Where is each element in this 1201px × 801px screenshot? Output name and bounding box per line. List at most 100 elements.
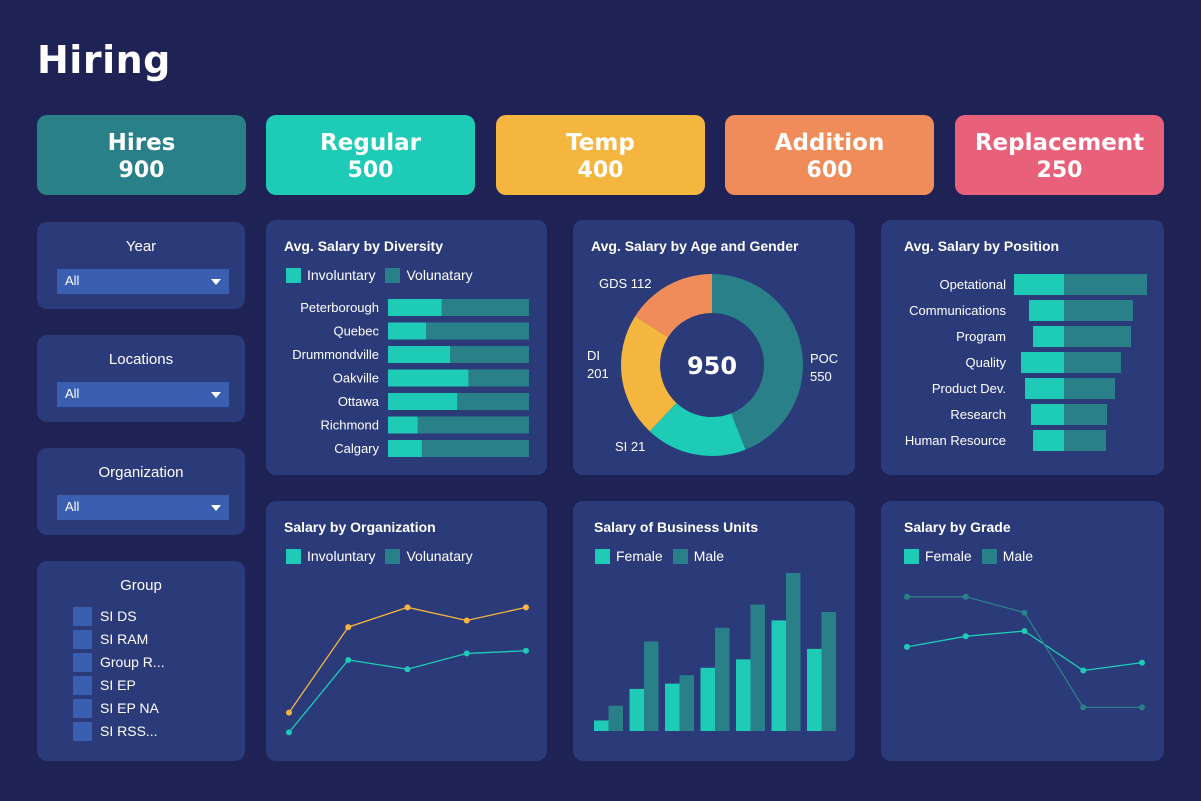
- chevron-down-icon: [211, 505, 221, 511]
- group-checkbox-item[interactable]: SI RSS...: [73, 721, 158, 741]
- bar-male: [679, 675, 694, 731]
- checkbox[interactable]: [73, 675, 92, 695]
- bar-male: [821, 611, 836, 731]
- locations-select[interactable]: All: [57, 382, 229, 407]
- data-point: [962, 633, 969, 640]
- data-point: [404, 604, 411, 611]
- legend-label: Male: [1002, 548, 1034, 564]
- bar-female: [594, 720, 609, 731]
- data-point: [523, 647, 529, 654]
- group-item-label: SI EP NA: [100, 700, 159, 716]
- donut-center-value: 950: [687, 352, 737, 380]
- donut-slice-gds: [635, 274, 712, 338]
- organization-chart-panel: Salary by Organization Involuntary Volun…: [266, 501, 547, 761]
- checkbox[interactable]: [73, 721, 92, 741]
- age-gender-chart-panel: Avg. Salary by Age and Gender 950 POC 550 S…: [573, 220, 855, 475]
- bar-teal: [1014, 274, 1064, 295]
- donut-slice-si: [649, 402, 746, 456]
- data-point: [1080, 667, 1087, 674]
- legend-swatch: [595, 548, 610, 564]
- group-item-label: SI EP: [100, 677, 136, 693]
- category-label: Communications: [909, 303, 1006, 318]
- checkbox[interactable]: [73, 606, 92, 626]
- checkbox[interactable]: [73, 629, 92, 649]
- bar-male: [644, 641, 659, 731]
- chart-legend: Involuntary Volunatary: [286, 548, 473, 564]
- bar-male: [786, 573, 801, 731]
- chevron-down-icon: [211, 392, 221, 398]
- category-label: Peterborough: [300, 300, 379, 315]
- bar-dark: [1064, 430, 1106, 451]
- bar-dark: [1064, 274, 1147, 295]
- organization-filter-label: Organization: [98, 464, 184, 481]
- legend-label: Volunatary: [406, 267, 473, 283]
- chart-title: Salary of Business Units: [594, 519, 759, 535]
- kpi-addition[interactable]: Addition 600: [725, 115, 934, 195]
- bar-teal: [1033, 430, 1064, 451]
- bar-male: [715, 627, 730, 731]
- bar-female: [629, 688, 644, 731]
- kpi-regular[interactable]: Regular 500: [266, 115, 475, 195]
- group-checkbox-item[interactable]: SI EP NA: [73, 698, 159, 718]
- donut-slice-di: [621, 316, 677, 432]
- organization-select[interactable]: All: [57, 495, 229, 520]
- diversity-bar-chart: Peterborough Quebec Drummondville Oakville O…: [292, 299, 529, 457]
- series-line-teal: [288, 650, 527, 733]
- bar-male: [750, 604, 765, 731]
- grade-chart-panel: Salary by Grade Female Male: [881, 501, 1164, 761]
- kpi-value: 600: [806, 158, 853, 183]
- grade-line-chart: [904, 593, 1145, 711]
- bar-teal: [1031, 404, 1064, 425]
- year-select-value: All: [65, 273, 80, 288]
- series-line-orange: [288, 606, 527, 714]
- data-point: [345, 657, 352, 663]
- bar-volunatary: [388, 416, 529, 434]
- bar-involuntary: [388, 440, 422, 457]
- bar-dark: [1064, 378, 1115, 399]
- age-gender-donut-chart: 950 POC 550 SI 21 DI 201 GDS 112: [587, 274, 838, 456]
- slice-label: DI: [587, 348, 600, 363]
- kpi-label: Temp: [566, 130, 635, 156]
- bar-male: [608, 705, 623, 731]
- kpi-label: Replacement: [974, 130, 1145, 156]
- kpi-value: 250: [1036, 158, 1083, 183]
- kpi-temp[interactable]: Temp 400: [496, 115, 705, 195]
- bar-involuntary: [388, 346, 451, 363]
- category-label: Richmond: [320, 418, 379, 433]
- chevron-down-icon: [211, 279, 221, 285]
- category-label: Research: [950, 407, 1006, 422]
- chart-legend: Female Male: [904, 548, 1033, 564]
- page-title: Hiring: [37, 38, 171, 82]
- group-item-label: SI DS: [100, 608, 137, 624]
- bar-involuntary: [388, 299, 442, 316]
- kpi-replacement[interactable]: Replacement 250: [955, 115, 1164, 195]
- category-label: Oakville: [333, 371, 379, 386]
- group-checkbox-item[interactable]: SI EP: [73, 675, 136, 695]
- bar-female: [665, 683, 680, 731]
- group-item-label: Group R...: [100, 654, 165, 670]
- chart-title: Avg. Salary by Diversity: [284, 238, 444, 254]
- category-label: Human Resource: [905, 433, 1006, 448]
- checkbox[interactable]: [73, 698, 92, 718]
- data-point: [1021, 609, 1028, 616]
- bar-teal: [1029, 300, 1064, 321]
- group-checkbox-item[interactable]: SI DS: [73, 606, 137, 626]
- bar-female: [807, 648, 822, 731]
- group-checkbox-item[interactable]: Group R...: [73, 652, 165, 672]
- year-filter-label: Year: [125, 238, 157, 255]
- kpi-value: 500: [347, 158, 394, 183]
- year-select[interactable]: All: [57, 269, 229, 294]
- checkbox[interactable]: [73, 652, 92, 672]
- slice-value: 550: [810, 369, 832, 384]
- group-checkbox-item[interactable]: SI RAM: [73, 629, 148, 649]
- kpi-hires[interactable]: Hires 900: [37, 115, 246, 195]
- data-point: [1021, 628, 1028, 635]
- bar-dark: [1064, 326, 1131, 347]
- data-point: [1139, 704, 1145, 711]
- data-point: [523, 604, 529, 611]
- legend-label: Female: [616, 548, 663, 564]
- locations-select-value: All: [65, 386, 80, 401]
- bar-female: [736, 659, 751, 731]
- chart-title: Avg. Salary by Position: [904, 238, 1060, 254]
- data-point: [962, 593, 969, 600]
